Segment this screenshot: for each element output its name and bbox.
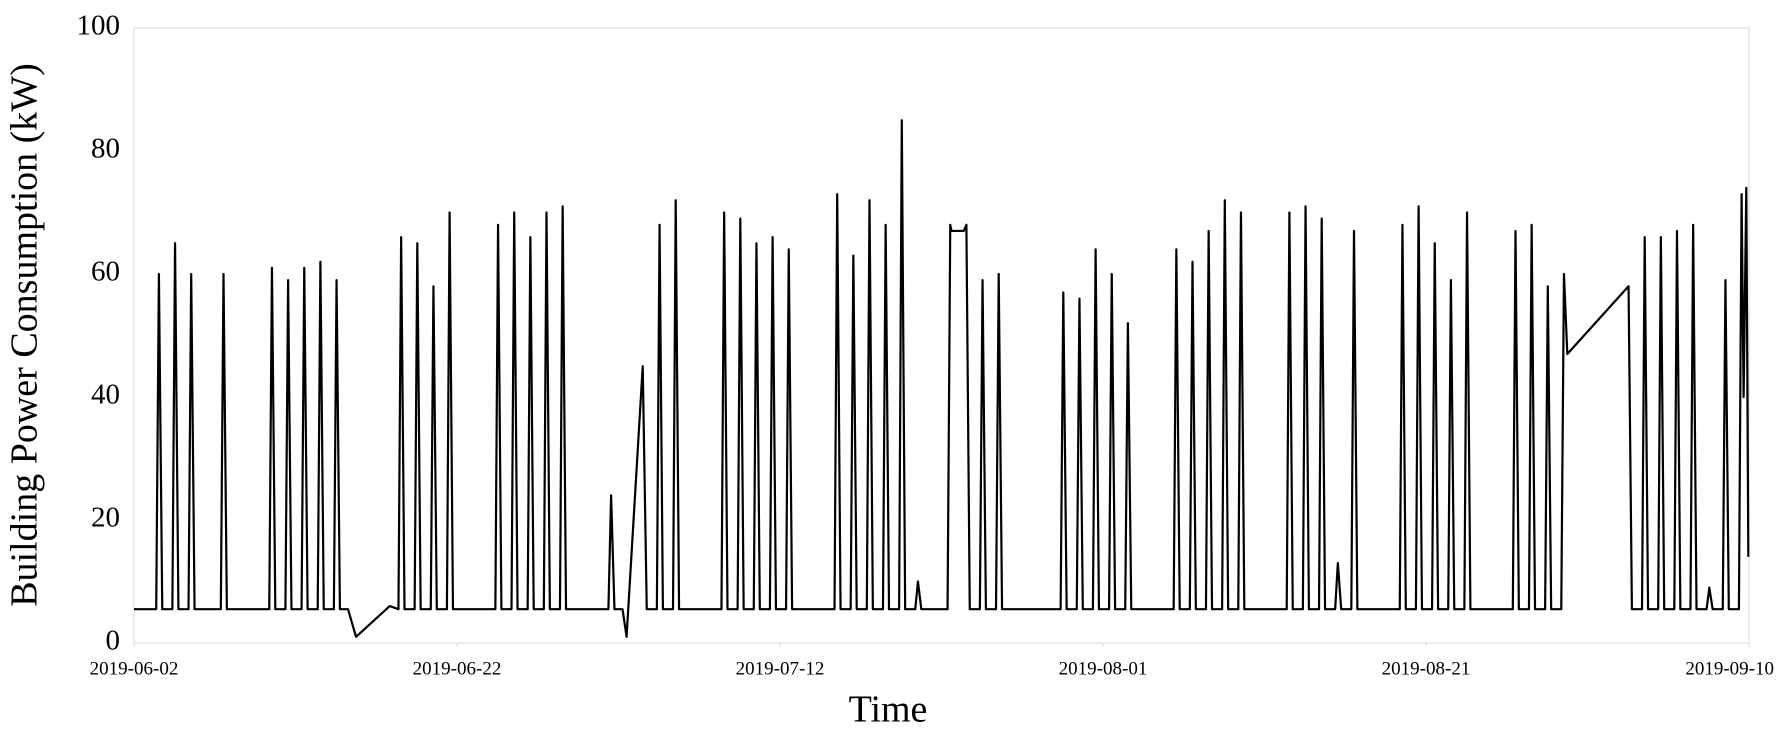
x-tick-label: 2019-07-12 <box>736 658 825 679</box>
y-tick-label: 0 <box>106 625 121 657</box>
x-tick-label: 2019-06-02 <box>90 658 179 679</box>
x-tick-label: 2019-08-01 <box>1059 658 1148 679</box>
power-line <box>134 119 1750 638</box>
y-tick-label: 20 <box>91 502 120 534</box>
x-tick-label: 2019-09-10 <box>1685 658 1774 679</box>
y-tick-label: 80 <box>91 133 120 165</box>
x-tick-label: 2019-08-21 <box>1382 658 1471 679</box>
plot-frame <box>133 27 1750 644</box>
y-axis-title: Building Power Consumption (kW) <box>4 63 46 607</box>
y-tick-label: 60 <box>91 256 120 288</box>
y-tick-label: 100 <box>77 10 121 42</box>
x-tick-label: 2019-06-22 <box>413 658 502 679</box>
x-axis-title: Time <box>849 689 928 731</box>
y-tick-label: 40 <box>91 379 120 411</box>
